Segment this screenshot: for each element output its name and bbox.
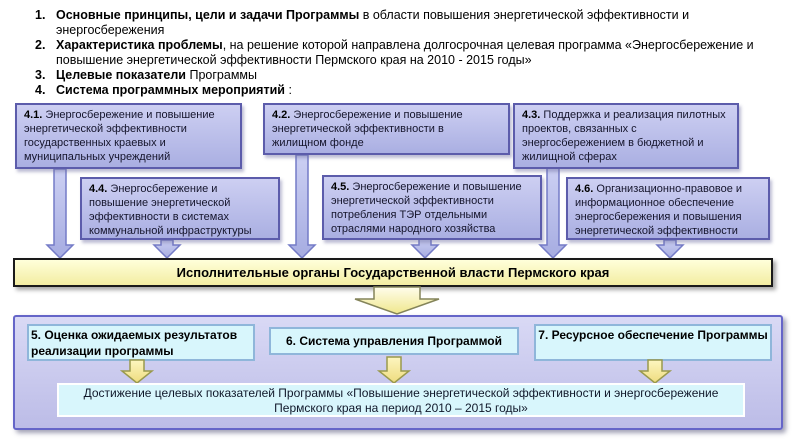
down-arrow-icon [152,239,182,260]
list-item-4: 4. Система программных мероприятий : [35,83,765,98]
list-text-rest: Программы [186,68,257,82]
section-box-7: 7. Ресурсное обеспечение Программы [534,324,772,361]
small-down-arrow-icon [637,359,673,384]
list-text-bold: Целевые показатели [56,68,186,82]
program-list: 1. Основные принципы, цели и задачи Прог… [35,8,765,98]
down-arrow-icon [45,168,75,260]
measure-box-4-6: 4.6. Организационно-правовое и информаци… [566,177,770,240]
list-item-1: 1. Основные принципы, цели и задачи Прог… [35,8,765,38]
list-text-rest: , на решение которой направлена долгосро… [56,38,754,67]
measure-box-4-4: 4.4. Энергосбережение и повышение энерге… [80,177,280,240]
section-box-5: 5. Оценка ожидаемых результатов реализац… [27,324,255,361]
list-item-2: 2. Характеристика проблемы, на решение к… [35,38,765,68]
measure-number: 4.6. [575,183,594,195]
list-number: 2. [35,38,46,52]
list-text-rest: в области повышения энергетической эффек… [56,8,690,37]
measure-number: 4.1. [24,109,43,121]
down-arrow-icon [287,154,317,260]
measure-number: 4.3. [522,109,541,121]
list-text-bold: Основные принципы, цели и задачи Програм… [56,8,360,22]
measure-number: 4.4. [89,183,108,195]
list-text-rest: : [284,83,292,97]
measure-box-4-5: 4.5. Энергосбережение и повышение энерге… [322,175,542,240]
list-number: 4. [35,83,46,97]
section-box-6: 6. Система управления Программой [269,327,519,355]
measure-text: Энергосбережение и повышение энергетичес… [24,109,215,163]
list-number: 1. [35,8,46,22]
measure-box-4-2: 4.2. Энергосбережение и повышение энерге… [263,103,510,155]
measure-box-4-1: 4.1. Энергосбережение и повышение энерге… [15,103,242,169]
measure-text: Энергосбережение и повышение энергетичес… [272,109,463,149]
list-text: Система программных мероприятий : [56,83,765,98]
list-item-3: 3. Целевые показатели Программы [35,68,765,83]
down-arrow-icon [655,239,685,260]
small-down-arrow-icon [376,356,412,384]
outcome-box: Достижение целевых показателей Программы… [57,383,745,417]
measure-box-4-3: 4.3. Поддержка и реализация пилотных про… [513,103,739,169]
measure-text: Энергосбережение и повышение энергетичес… [331,181,522,235]
measure-number: 4.5. [331,181,350,193]
list-text: Основные принципы, цели и задачи Програм… [56,8,765,38]
list-text-bold: Система программных мероприятий [56,83,285,97]
measure-text: Организационно-правовое и информационное… [575,183,743,237]
measure-number: 4.2. [272,109,291,121]
small-down-arrow-icon [119,359,155,384]
executive-bar: Исполнительные органы Государственной вл… [13,258,773,287]
down-arrow-icon [410,237,440,260]
measure-text: Энергосбережение и повышение энергетичес… [89,183,252,237]
list-text-bold: Характеристика проблемы [56,38,223,52]
list-text: Целевые показатели Программы [56,68,765,83]
list-text: Характеристика проблемы, на решение кото… [56,38,765,68]
list-number: 3. [35,68,46,82]
measure-text: Поддержка и реализация пилотных проектов… [522,109,726,163]
big-down-arrow-icon [354,286,440,315]
results-container: 5. Оценка ожидаемых результатов реализац… [13,315,783,430]
down-arrow-icon [538,167,568,260]
